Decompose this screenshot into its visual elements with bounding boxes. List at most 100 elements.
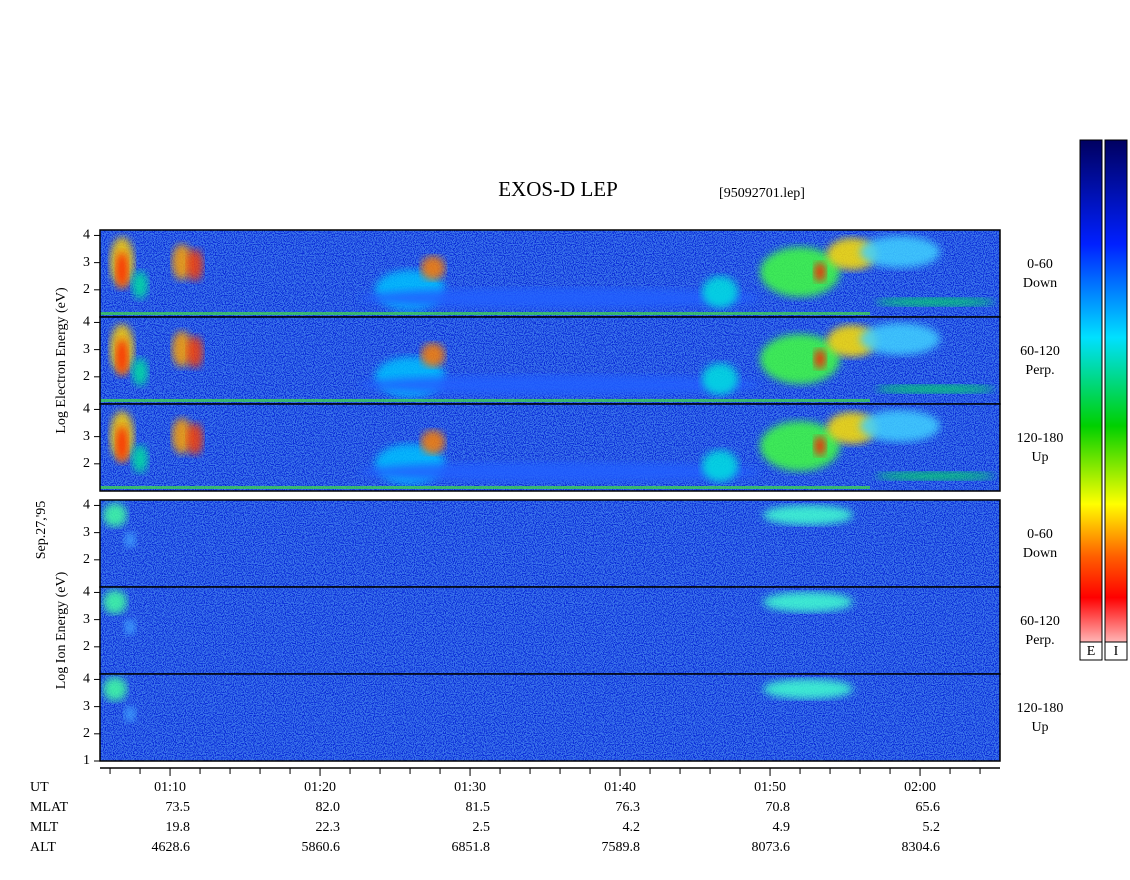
panel-name: Down [1023, 546, 1057, 561]
spectral-feature [814, 349, 826, 369]
spectral-feature [116, 426, 128, 462]
spectral-feature [860, 323, 940, 355]
spectral-feature [875, 385, 995, 393]
panel-name: 60-120 [1020, 344, 1060, 359]
colorbar-label: I [1114, 644, 1119, 659]
panel-name: 0-60 [1027, 257, 1053, 272]
colorbar-box [1079, 641, 1103, 661]
y-tick-label: 2 [83, 552, 90, 567]
x-tick-label: 01:10 [154, 780, 186, 795]
y-tick-label: 3 [83, 342, 90, 357]
ephemeris-value: 70.8 [766, 800, 791, 815]
y-tick-label: 4 [83, 315, 90, 330]
spectral-feature [702, 450, 738, 482]
ephemeris-value: 4.9 [773, 820, 791, 835]
y-axis-label: Log Electron Energy (eV) [54, 287, 69, 434]
y-tick-label: 2 [83, 456, 90, 471]
panel-name: 60-120 [1020, 614, 1060, 629]
y-tick-label: 3 [83, 429, 90, 444]
spectral-feature [103, 677, 127, 701]
panel-frame [99, 403, 1001, 492]
spectrogram-noise [100, 500, 1000, 587]
x-tick-label: 01:30 [454, 780, 486, 795]
spectral-feature [132, 358, 148, 386]
colorbar-box [1104, 641, 1128, 661]
ephemeris-value: 2.5 [473, 820, 491, 835]
y-tick-label: 2 [83, 369, 90, 384]
y-tick-label: 2 [83, 282, 90, 297]
spectral-feature [124, 532, 136, 548]
ephemeris-value: 19.8 [166, 820, 191, 835]
ephemeris-value: 81.5 [466, 800, 491, 815]
y-tick-label: 4 [83, 498, 90, 513]
y-tick-label: 4 [83, 672, 90, 687]
ephemeris-value: 6851.8 [452, 840, 491, 855]
spectral-feature [360, 462, 760, 482]
panels: Log Electron Energy (eV) 2 3 4 0-60 Down 2 3 4 60… [54, 228, 1063, 769]
row-name: MLAT [30, 800, 69, 815]
ephemeris-value: 4.2 [623, 820, 641, 835]
ephemeris-value: 82.0 [316, 800, 341, 815]
ephemeris-value: 22.3 [316, 820, 341, 835]
spectral-feature [187, 249, 203, 281]
chart-title: EXOS-D LEP [498, 177, 618, 201]
spectral-feature [172, 418, 192, 454]
y-tick-label: 3 [83, 699, 90, 714]
spectral-feature [116, 339, 128, 375]
ephemeris-value: 5860.6 [302, 840, 341, 855]
spectral-feature [875, 298, 995, 306]
y-tick-label: 1 [83, 753, 90, 768]
spectral-feature [187, 423, 203, 455]
y-tick-label: 3 [83, 255, 90, 270]
x-tick-label: 01:20 [304, 780, 336, 795]
spectral-feature [702, 276, 738, 308]
spectral-feature [103, 590, 127, 614]
x-tick-label: 01:40 [604, 780, 636, 795]
spectral-feature [172, 244, 192, 280]
spectral-feature [124, 706, 136, 722]
spectral-feature [760, 421, 840, 471]
panel-name: 120-180 [1017, 701, 1064, 716]
spectral-feature [860, 410, 940, 442]
spectral-feature [132, 271, 148, 299]
y-tick-label: 4 [83, 228, 90, 243]
spectral-feature [421, 343, 445, 367]
spectral-feature [760, 334, 840, 384]
panel-name: Down [1023, 276, 1057, 291]
ephemeris-value: 73.5 [166, 800, 191, 815]
spectral-feature [132, 445, 148, 473]
spectral-feature [187, 336, 203, 368]
low-energy-band [100, 399, 870, 402]
panel-name: Up [1031, 450, 1048, 465]
y-tick-label: 3 [83, 525, 90, 540]
spectral-feature [763, 592, 853, 612]
y-tick-label: 3 [83, 612, 90, 627]
spectral-feature [103, 503, 127, 527]
spectral-feature [116, 252, 128, 288]
panel-name: 120-180 [1017, 431, 1064, 446]
panel-frame [99, 673, 1001, 762]
spectral-feature [860, 236, 940, 268]
ephemeris-value: 76.3 [616, 800, 641, 815]
spectrogram-noise [100, 587, 1000, 674]
colorbar-label: E [1087, 644, 1096, 659]
spectral-feature [702, 363, 738, 395]
panel-name: Perp. [1025, 363, 1054, 378]
panel-name: 0-60 [1027, 527, 1053, 542]
spectral-feature [360, 288, 760, 308]
x-tick-label: 01:50 [754, 780, 786, 795]
ephemeris-value: 5.2 [923, 820, 941, 835]
spectrogram-noise [100, 674, 1000, 761]
spectral-feature [124, 619, 136, 635]
y-tick-label: 4 [83, 402, 90, 417]
spectral-feature [763, 679, 853, 699]
date-label: Sep.27,'95 [34, 501, 49, 560]
ephemeris-value: 8304.6 [902, 840, 941, 855]
spectral-feature [421, 430, 445, 454]
spectral-feature [421, 256, 445, 280]
file-label: [95092701.lep] [719, 186, 805, 201]
spectral-feature [172, 331, 192, 367]
spectral-feature [875, 472, 995, 480]
